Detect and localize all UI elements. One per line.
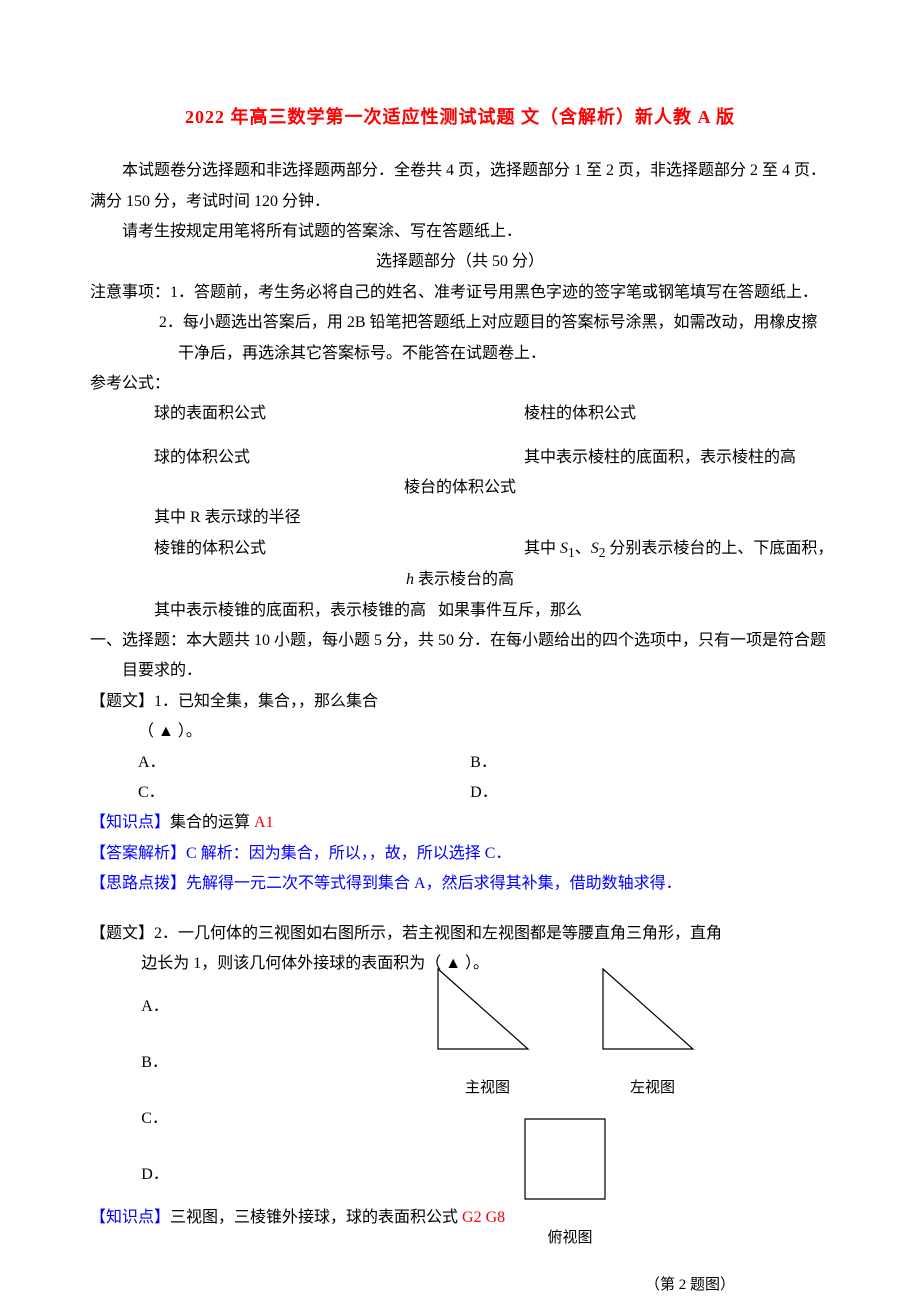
q1-k-code: A1 <box>254 814 274 831</box>
ref-row-3: 棱锥的体积公式 其中 S1、S2 分别表示棱台的上、下底面积， <box>90 534 830 566</box>
q1-a-body: C 解析：因为集合，所以，，故，所以选择 C． <box>186 845 511 862</box>
intro-1: 本试题卷分选择题和非选择题两部分．全卷共 4 页，选择题部分 1 至 2 页，非… <box>90 156 830 217</box>
ref-frustum-vol: 棱台的体积公式 <box>90 473 830 503</box>
h-var: h <box>406 571 414 588</box>
ref-row-4: 其中表示棱锥的底面积，表示棱锥的高 如果事件互斥，那么 <box>90 596 830 626</box>
three-view-figure: 主视图 左视图 俯视图 （第 2 题图） <box>405 959 735 1299</box>
ref-prism-vol: 棱柱的体积公式 <box>524 399 894 429</box>
q1-knowledge: 【知识点】集合的运算 A1 <box>90 808 830 838</box>
ref-frustum-note: 其中 S1、S2 分别表示棱台的上、下底面积， <box>524 534 894 566</box>
ref-cone-vol: 棱锥的体积公式 <box>90 534 524 566</box>
q1-opt-a: A． <box>138 748 470 778</box>
sep: 、 <box>575 540 591 557</box>
frustum-note-a: 其中 <box>524 540 560 557</box>
notice-2: 2．每小题选出答案后，用 2B 铅笔把答题纸上对应题目的答案标号涂黑，如需改动，… <box>90 308 830 369</box>
top-view-label: 俯视图 <box>515 1224 625 1253</box>
q1-opt-c: C． <box>138 778 470 808</box>
fig-caption: （第 2 题图） <box>405 1271 735 1300</box>
front-view-triangle <box>438 969 528 1049</box>
q1-a-label: 【答案解析】 <box>90 845 186 862</box>
page-title: 2022 年高三数学第一次适应性测试试题 文（含解析）新人教 A 版 <box>90 100 830 134</box>
title-text: 2022 年高三数学第一次适应性测试试题 文（含解析）新人教 A 版 <box>185 107 735 127</box>
ref-R: 其中 R 表示球的半径 <box>90 503 830 533</box>
q1-label: 【题文】1．已知全集，集合，，那么集合 <box>90 687 830 717</box>
refs-label: 参考公式： <box>90 369 830 399</box>
q1-opt-row-1: A． B． <box>138 748 830 778</box>
front-view-icon <box>428 959 548 1059</box>
s1-sub: 1 <box>568 545 575 560</box>
top-view-icon <box>515 1109 625 1209</box>
notice-1: 1．答题前，考生务必将自己的姓名、准考证号用黑色字迹的签字笔或钢笔填写在答题纸上… <box>170 284 818 301</box>
s1: S <box>560 540 568 557</box>
q1-k-body: 集合的运算 <box>170 814 254 831</box>
q1-opt-d: D． <box>470 778 802 808</box>
ref-frustum-h: h 表示棱台的高 <box>90 565 830 595</box>
q1-blank: （ ▲ ）。 <box>90 717 830 747</box>
top-view-square <box>525 1119 605 1199</box>
side-view-label: 左视图 <box>593 1074 713 1103</box>
front-view-label: 主视图 <box>428 1074 548 1103</box>
ref-row-2: 球的体积公式 其中表示棱柱的底面积，表示棱柱的高 <box>90 443 830 473</box>
notice-label: 注意事项： <box>90 284 170 301</box>
q1-tip: 【思路点拨】先解得一元二次不等式得到集合 A，然后求得其补集，借助数轴求得． <box>90 869 830 899</box>
notice-block: 注意事项：1．答题前，考生务必将自己的姓名、准考证号用黑色字迹的签字笔或钢笔填写… <box>90 278 830 308</box>
q1-opt-b: B． <box>470 748 802 778</box>
ref-row-1: 球的表面积公式 棱柱的体积公式 <box>90 399 830 429</box>
mc-header-text: 一、选择题：本大题共 10 小题，每小题 5 分，共 50 分．在每小题给出的四… <box>90 632 826 679</box>
q2-k-label: 【知识点】 <box>90 1209 170 1226</box>
side-view-icon <box>593 959 713 1059</box>
ref-cone-note: 其中表示棱锥的底面积，表示棱锥的高 <box>154 602 426 619</box>
intro-2: 请考生按规定用笔将所有试题的答案涂、写在答题纸上． <box>90 217 830 247</box>
s2: S <box>591 540 599 557</box>
ref-sphere-vol: 球的体积公式 <box>90 443 524 473</box>
ref-event: 如果事件互斥，那么 <box>438 602 582 619</box>
q1-opt-row-2: C． D． <box>138 778 830 808</box>
q1-t-body: 先解得一元二次不等式得到集合 A，然后求得其补集，借助数轴求得． <box>186 875 682 892</box>
frustum-note-b: 分别表示棱台的上、下底面积， <box>605 540 833 557</box>
q1-k-label: 【知识点】 <box>90 814 170 831</box>
q2-label: 【题文】2．一几何体的三视图如右图所示，若主视图和左视图都是等腰直角三角形，直角 <box>90 919 830 949</box>
q1-answer: 【答案解析】C 解析：因为集合，所以，，故，所以选择 C． <box>90 839 830 869</box>
q1-t-label: 【思路点拨】 <box>90 875 186 892</box>
h-text: 表示棱台的高 <box>414 571 514 588</box>
ref-prism-note: 其中表示棱柱的底面积，表示棱柱的高 <box>524 443 894 473</box>
mc-header: 一、选择题：本大题共 10 小题，每小题 5 分，共 50 分．在每小题给出的四… <box>122 626 830 687</box>
side-view-triangle <box>603 969 693 1049</box>
ref-sphere-area: 球的表面积公式 <box>90 399 524 429</box>
mc-section-header: 选择题部分（共 50 分） <box>90 247 830 277</box>
